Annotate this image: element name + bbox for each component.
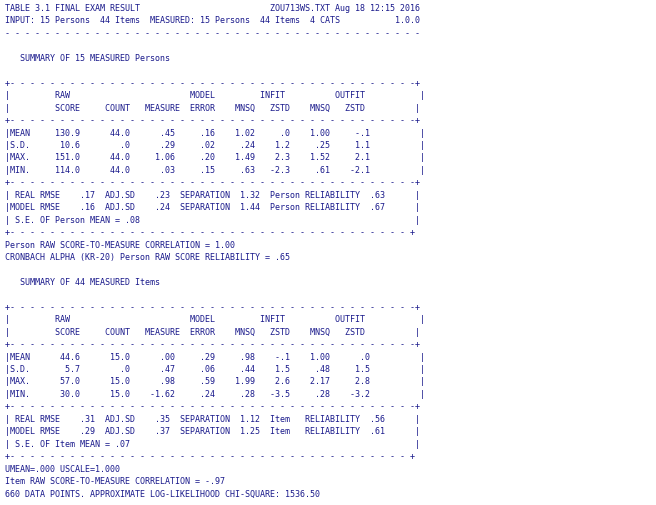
- Text: |S.D.       5.7        .0      .47     .06     .44    1.5     .48     1.5       : |S.D. 5.7 .0 .47 .06 .44 1.5 .48 1.5: [5, 364, 425, 373]
- Text: Item RAW SCORE-TO-MEASURE CORRELATION = -.97: Item RAW SCORE-TO-MEASURE CORRELATION = …: [5, 476, 225, 485]
- Text: SUMMARY OF 15 MEASURED Persons: SUMMARY OF 15 MEASURED Persons: [5, 54, 171, 63]
- Text: | REAL RMSE    .17  ADJ.SD    .23  SEPARATION  1.32  Person RELIABILITY  .63    : | REAL RMSE .17 ADJ.SD .23 SEPARATION 1.…: [5, 190, 420, 199]
- Text: | REAL RMSE    .31  ADJ.SD    .35  SEPARATION  1.12  Item   RELIABILITY  .56    : | REAL RMSE .31 ADJ.SD .35 SEPARATION 1.…: [5, 414, 420, 423]
- Text: |MEAN     130.9      44.0      .45     .16    1.02     .0    1.00     -.1       : |MEAN 130.9 44.0 .45 .16 1.02 .0 1.00 -.…: [5, 128, 425, 137]
- Text: |MODEL RMSE    .16  ADJ.SD    .24  SEPARATION  1.44  Person RELIABILITY  .67    : |MODEL RMSE .16 ADJ.SD .24 SEPARATION 1.…: [5, 203, 420, 212]
- Text: |         RAW                        MODEL         INFIT          OUTFIT        : | RAW MODEL INFIT OUTFIT: [5, 91, 425, 100]
- Text: |S.D.      10.6        .0      .29     .02     .24    1.2     .25     1.1       : |S.D. 10.6 .0 .29 .02 .24 1.2 .25 1.1: [5, 141, 425, 149]
- Text: |MIN.     114.0      44.0      .03     .15     .63   -2.3     .61    -2.1       : |MIN. 114.0 44.0 .03 .15 .63 -2.3 .61 -2…: [5, 166, 425, 175]
- Text: +- - - - - - - - - - - - - - - - - - - - - - - - - - - - - - - - - - - - - - - -: +- - - - - - - - - - - - - - - - - - - -…: [5, 339, 420, 348]
- Text: +- - - - - - - - - - - - - - - - - - - - - - - - - - - - - - - - - - - - - - - -: +- - - - - - - - - - - - - - - - - - - -…: [5, 79, 420, 87]
- Text: |         SCORE     COUNT   MEASURE  ERROR    MNSQ   ZSTD    MNSQ   ZSTD        : | SCORE COUNT MEASURE ERROR MNSQ ZSTD MN…: [5, 104, 420, 113]
- Text: |         RAW                        MODEL         INFIT          OUTFIT        : | RAW MODEL INFIT OUTFIT: [5, 315, 425, 324]
- Text: |MAX.      57.0      15.0      .98     .59    1.99    2.6    2.17     2.8       : |MAX. 57.0 15.0 .98 .59 1.99 2.6 2.17 2.…: [5, 377, 425, 386]
- Text: | S.E. OF Person MEAN = .08                                                     : | S.E. OF Person MEAN = .08: [5, 215, 420, 224]
- Text: TABLE 3.1 FINAL EXAM RESULT                          ZOU713WS.TXT Aug 18 12:15 2: TABLE 3.1 FINAL EXAM RESULT ZOU713WS.TXT…: [5, 4, 420, 13]
- Text: |MAX.     151.0      44.0     1.06     .20    1.49    2.3    1.52     2.1       : |MAX. 151.0 44.0 1.06 .20 1.49 2.3 1.52 …: [5, 153, 425, 162]
- Text: +- - - - - - - - - - - - - - - - - - - - - - - - - - - - - - - - - - - - - - - -: +- - - - - - - - - - - - - - - - - - - -…: [5, 302, 420, 311]
- Text: | S.E. OF Item MEAN = .07                                                       : | S.E. OF Item MEAN = .07: [5, 439, 420, 448]
- Text: |MODEL RMSE    .29  ADJ.SD    .37  SEPARATION  1.25  Item   RELIABILITY  .61    : |MODEL RMSE .29 ADJ.SD .37 SEPARATION 1.…: [5, 426, 420, 435]
- Text: CRONBACH ALPHA (KR-20) Person RAW SCORE RELIABILITY = .65: CRONBACH ALPHA (KR-20) Person RAW SCORE …: [5, 252, 290, 262]
- Text: INPUT: 15 Persons  44 Items  MEASURED: 15 Persons  44 Items  4 CATS           1.: INPUT: 15 Persons 44 Items MEASURED: 15 …: [5, 17, 420, 25]
- Text: +- - - - - - - - - - - - - - - - - - - - - - - - - - - - - - - - - - - - - - - -: +- - - - - - - - - - - - - - - - - - - -…: [5, 228, 415, 237]
- Text: SUMMARY OF 44 MEASURED Items: SUMMARY OF 44 MEASURED Items: [5, 277, 160, 286]
- Text: +- - - - - - - - - - - - - - - - - - - - - - - - - - - - - - - - - - - - - - - -: +- - - - - - - - - - - - - - - - - - - -…: [5, 116, 420, 125]
- Text: +- - - - - - - - - - - - - - - - - - - - - - - - - - - - - - - - - - - - - - - -: +- - - - - - - - - - - - - - - - - - - -…: [5, 178, 420, 187]
- Text: +- - - - - - - - - - - - - - - - - - - - - - - - - - - - - - - - - - - - - - - -: +- - - - - - - - - - - - - - - - - - - -…: [5, 401, 420, 411]
- Text: - - - - - - - - - - - - - - - - - - - - - - - - - - - - - - - - - - - - - - - - : - - - - - - - - - - - - - - - - - - - - …: [5, 29, 420, 38]
- Text: |         SCORE     COUNT   MEASURE  ERROR    MNSQ   ZSTD    MNSQ   ZSTD        : | SCORE COUNT MEASURE ERROR MNSQ ZSTD MN…: [5, 327, 420, 336]
- Text: |MIN.      30.0      15.0    -1.62     .24     .28   -3.5     .28    -3.2       : |MIN. 30.0 15.0 -1.62 .24 .28 -3.5 .28 -…: [5, 389, 425, 398]
- Text: |MEAN      44.6      15.0      .00     .29     .98    -.1    1.00      .0       : |MEAN 44.6 15.0 .00 .29 .98 -.1 1.00 .0: [5, 352, 425, 361]
- Text: +- - - - - - - - - - - - - - - - - - - - - - - - - - - - - - - - - - - - - - - -: +- - - - - - - - - - - - - - - - - - - -…: [5, 451, 415, 460]
- Text: Person RAW SCORE-TO-MEASURE CORRELATION = 1.00: Person RAW SCORE-TO-MEASURE CORRELATION …: [5, 240, 236, 249]
- Text: 660 DATA POINTS. APPROXIMATE LOG-LIKELIHOOD CHI-SQUARE: 1536.50: 660 DATA POINTS. APPROXIMATE LOG-LIKELIH…: [5, 488, 320, 497]
- Text: UMEAN=.000 USCALE=1.000: UMEAN=.000 USCALE=1.000: [5, 464, 120, 473]
